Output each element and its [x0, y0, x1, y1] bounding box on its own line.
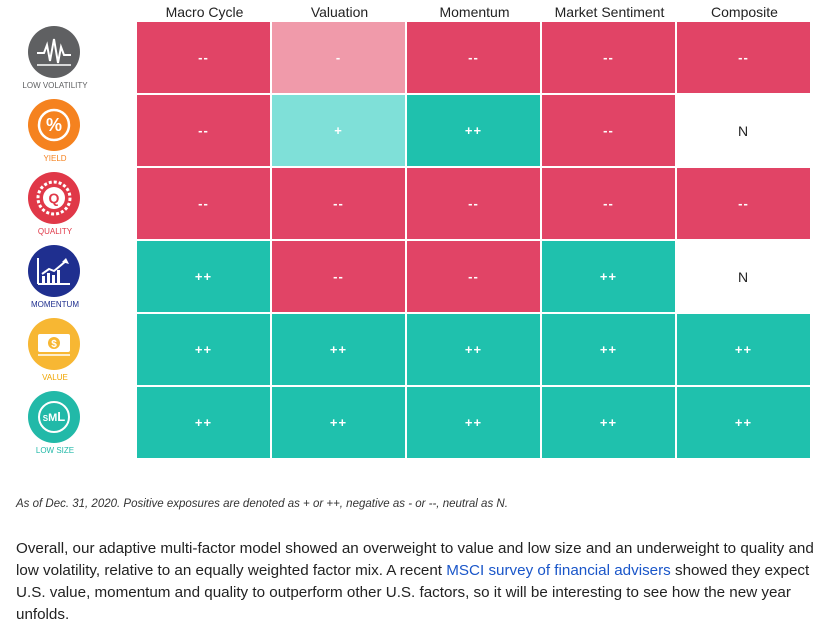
exposure-cell: ++ [137, 314, 270, 385]
exposure-cell: -- [407, 22, 540, 93]
trend-chart-icon [28, 245, 80, 297]
exposure-cell: ++ [272, 387, 405, 458]
svg-text:%: % [46, 115, 62, 135]
exposure-cell: ++ [272, 314, 405, 385]
exposure-cell: ++ [407, 95, 540, 166]
exposure-cell: ++ [137, 241, 270, 312]
exposure-cell: ++ [407, 314, 540, 385]
percent-icon: % [28, 99, 80, 151]
exposure-cell: -- [542, 168, 675, 239]
exposure-cell: -- [542, 22, 675, 93]
exposure-cell: ++ [677, 387, 810, 458]
table-footnote: As of Dec. 31, 2020. Positive exposures … [16, 498, 508, 510]
dollar-bill-icon: $ [28, 318, 80, 370]
factor-row-header: LOW VOLATILITY [0, 22, 110, 95]
column-header-row: Macro Cycle Valuation Momentum Market Senti… [137, 0, 812, 22]
column-header-composite: Composite [711, 4, 778, 20]
quality-badge-icon: Q [28, 172, 80, 224]
summary-paragraph: Overall, our adaptive multi-factor model… [16, 538, 828, 626]
factor-label: MOMENTUM [31, 300, 79, 309]
column-header-market-sentiment: Market Sentiment [554, 4, 665, 20]
low-volatility-icon [28, 26, 80, 78]
factor-row-header: % YIELD [0, 95, 110, 168]
exposure-cell: + [272, 95, 405, 166]
exposure-cell: -- [677, 168, 810, 239]
exposure-cell: ++ [542, 241, 675, 312]
exposure-cell: ++ [542, 314, 675, 385]
msci-survey-link[interactable]: MSCI survey of financial advisers [446, 562, 671, 579]
column-header-momentum: Momentum [439, 4, 510, 20]
exposure-cell: -- [407, 168, 540, 239]
exposure-cell: -- [137, 168, 270, 239]
factor-row-header: $ VALUE [0, 314, 110, 387]
paragraph-text-before: Overall, our adaptive multi-factor model… [16, 540, 814, 579]
exposure-cell: N [677, 241, 810, 312]
factor-row-header: SML LOW SIZE [0, 387, 110, 460]
exposure-cell: -- [272, 168, 405, 239]
factor-label: VALUE [42, 373, 68, 382]
exposure-cell: -- [137, 22, 270, 93]
factor-label: LOW SIZE [35, 446, 75, 455]
exposure-cell: -- [542, 95, 675, 166]
factor-label: YIELD [43, 154, 67, 163]
exposure-cell: -- [272, 241, 405, 312]
factor-label: LOW VOLATILITY [22, 81, 88, 90]
svg-text:$: $ [51, 339, 57, 350]
svg-text:Q: Q [49, 190, 60, 206]
exposure-cell: -- [137, 95, 270, 166]
factor-grid: -- - -- -- -- -- + ++ -- N -- -- -- -- -- ++ -- -- ++ N ++ ++… [137, 22, 812, 462]
sml-icon: SML [28, 391, 80, 443]
exposure-cell: ++ [137, 387, 270, 458]
exposure-cell: ++ [407, 387, 540, 458]
exposure-cell: ++ [542, 387, 675, 458]
exposure-cell: -- [407, 241, 540, 312]
column-header-valuation: Valuation [310, 4, 369, 20]
factor-row-header: Q QUALITY [0, 168, 110, 241]
exposure-cell: -- [677, 22, 810, 93]
factor-row-header: MOMENTUM [0, 241, 110, 314]
paragraph-text-after: showed they expect U.S. value, momentum … [16, 562, 810, 623]
svg-text:SML: SML [43, 409, 66, 424]
factor-label: QUALITY [37, 227, 73, 236]
column-header-macro-cycle: Macro Cycle [165, 4, 244, 20]
exposure-cell: N [677, 95, 810, 166]
exposure-cell: ++ [677, 314, 810, 385]
exposure-cell: - [272, 22, 405, 93]
